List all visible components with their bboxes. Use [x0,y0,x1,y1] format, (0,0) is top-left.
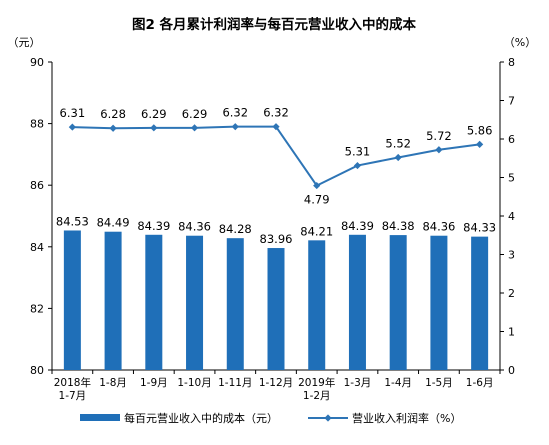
x-tick-label: 1-12月 [259,377,293,389]
line-point [353,161,362,170]
line-value-label: 5.31 [345,145,371,159]
left-tick-label: 90 [30,56,44,69]
bar-value-label: 84.53 [56,214,89,228]
line-value-label: 6.28 [100,107,126,121]
left-tick-label: 86 [30,179,44,192]
right-tick-label: 1 [508,326,515,339]
line-value-label: 5.52 [385,136,411,150]
line-point [150,124,158,132]
bar-value-label: 84.39 [137,219,170,233]
line-value-label: 6.31 [60,106,86,120]
x-tick-label: 1-6月 [466,377,494,389]
line-point [313,181,321,190]
bar [226,238,244,370]
bar-value-label: 83.96 [260,232,293,246]
bar-value-label: 84.38 [382,219,415,233]
bar [267,248,285,370]
right-tick-label: 3 [508,249,515,262]
x-tick-label: 1-8月 [99,377,127,389]
left-tick-label: 88 [30,118,44,131]
bar-value-label: 84.39 [341,219,374,233]
line-series: 6.31 6.28 6.29 6.29 6.32 6.32 4.79 5.31 5.52 5.72… [60,106,493,207]
right-tick-label: 6 [508,133,515,146]
right-tick-label: 7 [508,95,515,108]
bar-value-label: 84.28 [219,222,252,236]
line-value-label: 5.86 [467,123,493,137]
line-point [109,124,117,132]
line-point [190,124,199,132]
bar-value-label: 84.49 [97,216,130,230]
x-tick-label: 1-10月 [177,377,211,389]
right-tick-label: 2 [508,287,515,300]
line-point [394,153,402,162]
line-value-label: 6.29 [141,107,167,121]
legend-line-marker [324,414,332,422]
left-tick-label: 82 [30,302,44,315]
x-tick-label: 2019年 1-2月 [298,376,335,402]
line-value-label: 4.79 [304,193,330,207]
line-path [72,125,480,187]
bar [308,240,326,370]
left-tick-label: 84 [30,241,44,254]
bar-value-label: 84.36 [178,220,211,234]
bar [430,235,448,370]
legend-line-label: 营业收入利润率（%） [352,411,461,425]
x-tick-label: 1-9月 [140,377,168,389]
bar [104,231,122,370]
bar [471,236,489,370]
line-value-label: 6.29 [182,107,208,121]
line-point [476,140,484,148]
left-tick-label: 80 [30,364,44,377]
bar [389,235,407,370]
bar-value-label: 84.21 [300,224,333,238]
bar [348,234,366,370]
bar [63,230,81,370]
line-value-label: 5.72 [426,129,452,143]
legend-bar-swatch [80,414,120,421]
line-point [435,146,443,154]
line-point [68,123,76,131]
bar-value-label: 84.33 [463,221,496,235]
bar [186,235,204,370]
axes: 80 82 84 86 88 90 0 1 2 3 4 5 6 7 8 2018年 1-7月 1-8月 1-9月 1-… [30,56,515,402]
bar-value-label: 84.36 [422,220,455,234]
x-tick-label: 1-3月 [344,377,372,389]
bar-series: 84.53 84.49 84.39 84.36 84.28 83.96 84.21 84.39… [56,214,496,370]
line-value-label: 6.32 [263,106,289,120]
bar [145,234,163,370]
x-tick-label: 1-11月 [218,377,252,389]
right-tick-label: 8 [508,56,515,69]
right-tick-label: 4 [508,210,515,223]
x-tick-label: 1-4月 [384,377,412,389]
line-point [231,123,239,131]
legend-bar-label: 每百元营业收入中的成本（元） [124,411,278,425]
left-axis-unit: （元） [8,36,41,49]
right-axis-unit: （%） [504,36,536,49]
chart-title: 图2 各月累计利润率与每百元营业收入中的成本 [132,16,417,33]
x-tick-label: 1-5月 [425,377,453,389]
line-point [272,123,280,131]
right-tick-label: 0 [508,364,515,377]
legend: 每百元营业收入中的成本（元） 营业收入利润率（%） [80,411,461,425]
right-tick-label: 5 [508,172,515,185]
x-tick-label: 2018年 1-7月 [54,376,91,402]
line-value-label: 6.32 [222,106,248,120]
